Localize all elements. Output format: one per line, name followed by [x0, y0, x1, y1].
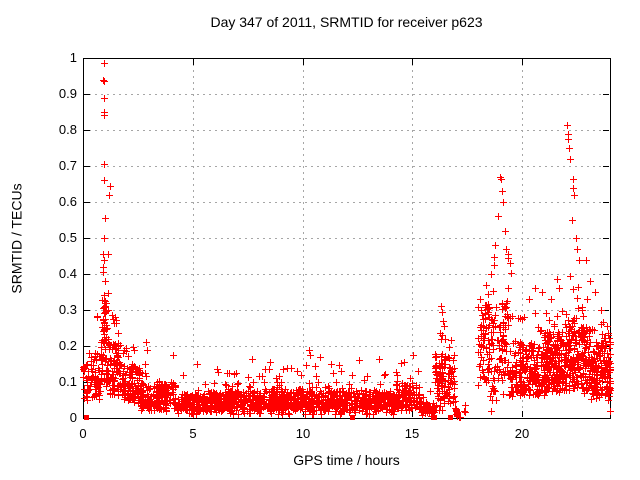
y-tick-label: 0.2 [58, 338, 77, 353]
x-tick-label: 20 [514, 426, 530, 441]
y-tick-label: 1 [69, 50, 77, 65]
x-tick-label: 10 [295, 426, 311, 441]
y-tick-label: 0.3 [58, 302, 77, 317]
y-tick-label: 0 [69, 410, 77, 425]
x-tick-label: 15 [404, 426, 420, 441]
y-tick-label: 0.4 [58, 266, 77, 281]
y-tick-label: 0.1 [58, 374, 77, 389]
x-tick-label: 5 [189, 426, 197, 441]
y-tick-label: 0.8 [58, 122, 77, 137]
plot-border [83, 58, 611, 419]
x-tick-label: 0 [79, 426, 87, 441]
y-tick-label: 0.6 [58, 194, 77, 209]
scatter-points [80, 60, 614, 421]
grid-lines [83, 58, 610, 418]
y-tick-label: 0.9 [58, 86, 77, 101]
x-axis-label: GPS time / hours [293, 452, 400, 468]
chart-title: Day 347 of 2011, SRMTID for receiver p62… [210, 14, 483, 30]
y-tick-label: 0.7 [58, 158, 77, 173]
y-tick-label: 0.5 [58, 230, 77, 245]
